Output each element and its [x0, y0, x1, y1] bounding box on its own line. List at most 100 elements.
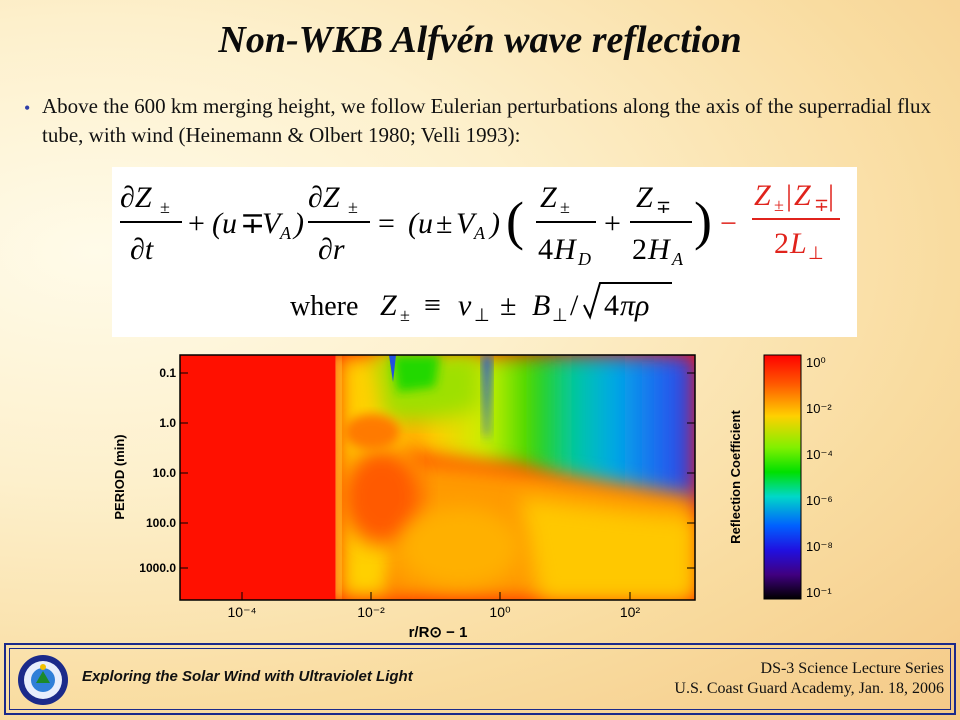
svg-text:v: v: [458, 289, 472, 322]
svg-text:B: B: [532, 289, 550, 322]
svg-text:(: (: [212, 207, 224, 240]
svg-text:=: =: [378, 207, 395, 240]
eq-dzdr: ∂Z ± ∂r: [308, 181, 370, 266]
svg-text:Z: Z: [754, 179, 771, 212]
svg-text:A: A: [671, 249, 684, 269]
y-axis-ticks: 0.1 1.0 10.0 100.0 1000.0: [139, 366, 695, 575]
svg-text:H: H: [647, 233, 672, 266]
svg-text:+: +: [188, 207, 205, 240]
svg-text:2: 2: [632, 233, 647, 266]
colorbar-tick: 10⁻⁸: [806, 539, 832, 554]
svg-text:∓: ∓: [240, 207, 265, 240]
svg-text:u: u: [418, 207, 433, 240]
svg-text:(: (: [408, 207, 420, 240]
svg-text:(: (: [506, 191, 524, 251]
svg-text:): ): [488, 207, 500, 240]
svg-text:): ): [694, 191, 712, 251]
svg-text:L: L: [789, 227, 807, 260]
heatmap-field: [180, 355, 695, 600]
svg-text:Z: Z: [794, 179, 811, 212]
colorbar-tick: 10⁻⁶: [806, 493, 832, 508]
svg-text:/: /: [570, 289, 579, 322]
svg-text:∂t: ∂t: [130, 233, 154, 266]
svg-text:∂Z: ∂Z: [120, 181, 152, 214]
svg-text:±: ±: [400, 305, 410, 325]
svg-text:|: |: [828, 179, 834, 212]
svg-text:∓: ∓: [814, 195, 829, 215]
heatmap-chart: 0.1 1.0 10.0 100.0 1000.0 10⁻⁴ 10⁻² 10⁰ …: [100, 347, 705, 647]
colorbar-label: Reflection Coefficient: [728, 410, 743, 544]
svg-text:+: +: [604, 207, 621, 240]
plot-frame: [179, 354, 696, 601]
svg-text:V: V: [262, 207, 284, 240]
svg-text:±: ±: [774, 195, 784, 215]
svg-text:−: −: [720, 207, 737, 240]
svg-text:V: V: [456, 207, 478, 240]
x-tick-label: 10⁰: [489, 604, 511, 620]
svg-text:±: ±: [560, 197, 570, 217]
y-tick-label: 0.1: [159, 366, 176, 380]
x-tick-label: 10²: [620, 604, 641, 620]
svg-text:D: D: [577, 249, 591, 269]
colorbar-tick: 10⁻¹⁰: [806, 585, 832, 600]
svg-text:±: ±: [348, 197, 358, 217]
footer-venue-date: U.S. Coast Guard Academy, Jan. 18, 2006: [674, 680, 944, 697]
svg-text:2: 2: [774, 227, 789, 260]
footer-series: DS-3 Science Lecture Series: [760, 660, 944, 677]
department-seal-icon: [18, 655, 68, 705]
svg-text:4: 4: [604, 289, 619, 322]
svg-text:∂Z: ∂Z: [308, 181, 340, 214]
colorbar-tick: 10⁻⁴: [806, 447, 832, 462]
y-axis-label: PERIOD (min): [112, 434, 127, 519]
svg-text:A: A: [279, 223, 292, 243]
footer-right-info: DS-3 Science Lecture Series U.S. Coast G…: [674, 659, 944, 699]
y-tick-label: 1000.0: [139, 561, 176, 575]
svg-text:±: ±: [500, 289, 516, 322]
colorbar-tick: 10⁰: [806, 355, 826, 370]
svg-text:⊥: ⊥: [808, 243, 824, 263]
svg-text:): ): [292, 207, 304, 240]
footer-left-title: Exploring the Solar Wind with Ultraviole…: [82, 668, 413, 685]
svg-text:4: 4: [538, 233, 553, 266]
footer-inner-border: [9, 648, 951, 710]
heatmap-svg: 0.1 1.0 10.0 100.0 1000.0 10⁻⁴ 10⁻² 10⁰ …: [112, 354, 696, 641]
x-axis-ticks: 10⁻⁴ 10⁻² 10⁰ 10²: [228, 592, 641, 620]
svg-text:Z: Z: [380, 289, 397, 322]
eq-term3: Z ± | Z ∓ | 2 L ⊥: [752, 179, 840, 263]
colorbar-gradient: [763, 354, 802, 600]
y-tick-label: 10.0: [153, 466, 177, 480]
colorbar-ticks: 10⁰ 10⁻² 10⁻⁴ 10⁻⁶ 10⁻⁸ 10⁻¹⁰: [806, 355, 837, 600]
svg-text:|: |: [786, 179, 792, 212]
svg-text:A: A: [473, 223, 486, 243]
svg-text:∂r: ∂r: [318, 233, 345, 266]
colorbar-svg: 10⁰ 10⁻² 10⁻⁴ 10⁻⁶ 10⁻⁸ 10⁻¹⁰ Reflection…: [728, 354, 837, 600]
svg-text:πρ: πρ: [620, 289, 649, 322]
svg-text:H: H: [553, 233, 578, 266]
eq-definition: Z ± ≡ v ⊥ ± B ⊥ / 4 πρ: [380, 282, 672, 325]
y-tick-label: 1.0: [159, 416, 176, 430]
colorbar: 10⁰ 10⁻² 10⁻⁴ 10⁻⁶ 10⁻⁸ 10⁻¹⁰ Reflection…: [722, 347, 837, 612]
svg-text:⊥: ⊥: [474, 305, 490, 325]
svg-text:Z: Z: [636, 181, 653, 214]
eq-dzdt: ∂Z ± ∂t: [120, 181, 182, 266]
x-tick-label: 10⁻⁴: [228, 604, 257, 620]
svg-text:⊥: ⊥: [552, 305, 568, 325]
svg-text:±: ±: [436, 207, 452, 240]
slide-title: Non-WKB Alfvén wave reflection: [218, 19, 742, 61]
footer-bar: Exploring the Solar Wind with Ultraviole…: [4, 643, 956, 715]
eq-where-label: where: [290, 291, 358, 322]
svg-text:u: u: [222, 207, 237, 240]
x-axis-label: r/R⊙ − 1: [409, 624, 468, 641]
x-tick-label: 10⁻²: [357, 604, 385, 620]
svg-text:Z: Z: [540, 181, 557, 214]
bullet-icon: •: [24, 98, 31, 118]
svg-text:±: ±: [160, 197, 170, 217]
svg-text:∓: ∓: [656, 197, 671, 217]
y-tick-label: 100.0: [146, 516, 176, 530]
colorbar-tick: 10⁻²: [806, 401, 832, 416]
bullet-text: Above the 600 km merging height, we foll…: [42, 94, 931, 147]
